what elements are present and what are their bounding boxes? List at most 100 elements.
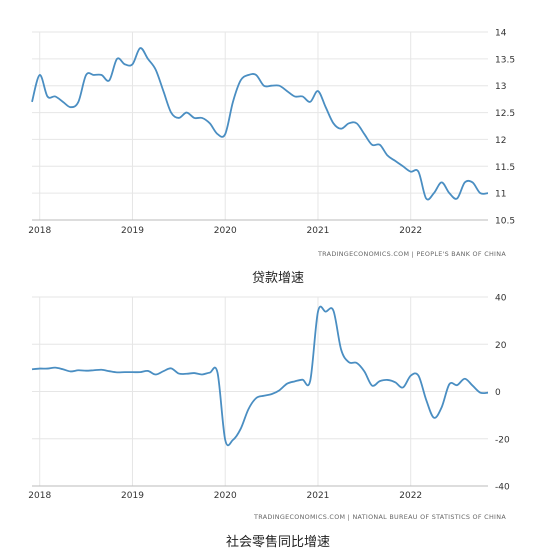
data-point (100, 369, 102, 371)
data-point (108, 370, 110, 372)
data-point (263, 395, 265, 397)
x-tick-label: 2020 (214, 226, 237, 236)
data-point (178, 372, 180, 374)
data-point (232, 439, 234, 441)
data-point (31, 368, 33, 370)
data-point (170, 111, 172, 113)
data-point (185, 373, 187, 375)
data-point (124, 371, 126, 373)
data-point (93, 74, 95, 76)
data-point (379, 380, 381, 382)
data-point (448, 383, 450, 385)
y-tick-label: -20 (495, 435, 510, 445)
data-point (255, 397, 257, 399)
data-point (201, 373, 203, 375)
x-tick-label: 2021 (307, 491, 330, 501)
data-point (371, 144, 373, 146)
y-tick-label: 20 (495, 341, 507, 351)
data-point (62, 101, 64, 103)
data-point (162, 370, 164, 372)
data-point (39, 367, 41, 369)
series-line (31, 47, 489, 201)
y-tick-label: 12.5 (495, 109, 515, 119)
data-point (154, 68, 156, 70)
data-point (417, 170, 419, 172)
y-tick-label: 40 (495, 294, 507, 304)
y-tick-label: 11.5 (495, 163, 515, 173)
x-tick-label: 2022 (399, 491, 422, 501)
data-point (278, 85, 280, 87)
data-point (487, 391, 489, 393)
data-point (270, 393, 272, 395)
data-point (247, 74, 249, 76)
data-point (216, 133, 218, 135)
data-point (317, 310, 319, 312)
data-point (456, 197, 458, 199)
data-point (147, 370, 149, 372)
y-tick-label: 13 (495, 82, 506, 92)
x-tick-label: 2019 (121, 491, 144, 501)
data-point (131, 371, 133, 373)
data-point (77, 369, 79, 371)
data-point (464, 378, 466, 380)
data-point (278, 389, 280, 391)
data-point (116, 371, 118, 373)
data-point (394, 381, 396, 383)
data-point (185, 111, 187, 113)
data-point (309, 379, 311, 381)
data-point (216, 371, 218, 373)
data-point (440, 406, 442, 408)
data-point (363, 370, 365, 372)
data-point (147, 58, 149, 60)
data-point (46, 95, 48, 97)
data-point (93, 369, 95, 371)
data-point (62, 368, 64, 370)
data-point (448, 192, 450, 194)
data-point (340, 127, 342, 129)
data-point (239, 428, 241, 430)
data-point (31, 101, 33, 103)
data-point (464, 181, 466, 183)
y-tick-label: 13.5 (495, 55, 515, 65)
data-point (348, 122, 350, 124)
data-point (139, 47, 141, 49)
retail-sales-caption: 社会零售同比增速 (225, 535, 330, 550)
data-point (324, 310, 326, 312)
data-point (394, 160, 396, 162)
data-point (332, 122, 334, 124)
x-tick-label: 2018 (28, 226, 51, 236)
data-point (131, 63, 133, 65)
data-point (224, 439, 226, 441)
data-point (363, 133, 365, 135)
source-credit: TRADINGECONOMICS.COM | NATIONAL BUREAU O… (253, 513, 506, 521)
data-point (294, 95, 296, 97)
data-point (170, 367, 172, 369)
data-point (355, 362, 357, 364)
data-point (332, 310, 334, 312)
data-point (193, 117, 195, 119)
y-tick-label: -40 (495, 483, 510, 493)
data-point (379, 144, 381, 146)
data-point (371, 384, 373, 386)
x-tick-label: 2019 (121, 226, 144, 236)
data-point (301, 378, 303, 380)
data-point (108, 79, 110, 81)
data-point (193, 372, 195, 374)
data-point (471, 384, 473, 386)
y-tick-label: 14 (495, 29, 507, 39)
data-point (456, 384, 458, 386)
data-point (139, 371, 141, 373)
data-point (402, 165, 404, 167)
data-point (386, 379, 388, 381)
data-point (433, 417, 435, 419)
data-point (340, 348, 342, 350)
data-point (46, 367, 48, 369)
y-tick-label: 11 (495, 190, 506, 200)
y-tick-label: 12 (495, 136, 506, 146)
data-point (317, 90, 319, 92)
data-point (162, 90, 164, 92)
data-point (154, 373, 156, 375)
data-point (425, 399, 427, 401)
y-tick-label: 10.5 (495, 217, 515, 227)
data-point (402, 386, 404, 388)
